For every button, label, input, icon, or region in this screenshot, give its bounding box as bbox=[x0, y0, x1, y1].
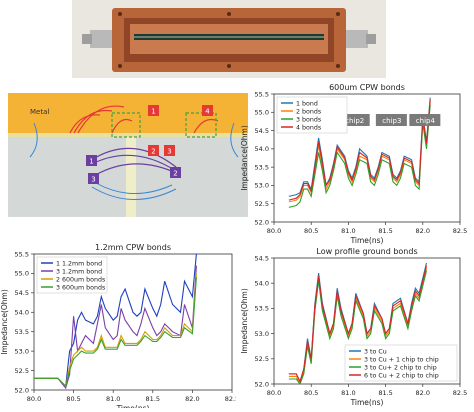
svg-text:chip2: chip2 bbox=[345, 117, 364, 125]
y-tick-label: 54.5 bbox=[255, 254, 269, 262]
x-tick-label: 80.0 bbox=[27, 395, 41, 403]
x-tick-label: 82.5 bbox=[453, 389, 467, 397]
y-tick-label: 53.0 bbox=[255, 330, 269, 338]
legend-entry: 2 600um bonds bbox=[56, 276, 105, 283]
marker-red-1: 1 bbox=[148, 105, 159, 116]
y-tick-label: 55.0 bbox=[255, 109, 269, 117]
chart-title: Low profile ground bonds bbox=[316, 247, 417, 256]
plot-low-profile: Low profile ground bonds 80.0 80.5 81.0 81.5… bbox=[238, 244, 474, 408]
svg-text:1: 1 bbox=[151, 108, 155, 116]
y-tick-label: 55.5 bbox=[15, 250, 29, 258]
x-tick-label: 81.0 bbox=[106, 395, 120, 403]
y-axis-label: Impedance(Ohm) bbox=[240, 288, 249, 354]
x-axis-label: Time(ns) bbox=[350, 236, 384, 245]
series-line-2 bbox=[34, 265, 197, 390]
svg-text:3: 3 bbox=[91, 176, 95, 184]
chip-label: chip4 bbox=[409, 114, 441, 126]
svg-text:2: 2 bbox=[173, 170, 177, 178]
legend-entry: 3 bonds bbox=[296, 116, 321, 123]
x-tick-label: 80.0 bbox=[267, 389, 281, 397]
x-tick-label: 82.0 bbox=[185, 395, 199, 403]
x-tick-label: 80.5 bbox=[304, 389, 318, 397]
y-tick-label: 52.0 bbox=[255, 218, 269, 226]
svg-text:chip4: chip4 bbox=[416, 117, 436, 125]
y-tick-label: 54.0 bbox=[255, 280, 269, 288]
metal-label: Metal bbox=[30, 108, 49, 116]
plot-600um: 600um CPW bonds 80.0 80.5 81.0 81.5 82.0 82.5 5… bbox=[240, 82, 474, 250]
y-tick-label: 52.0 bbox=[255, 380, 269, 388]
x-tick-label: 80.5 bbox=[304, 227, 318, 235]
marker-red-2: 2 bbox=[148, 145, 159, 156]
legend-entry: 6 to Cu + 2 chip to chip bbox=[364, 372, 439, 379]
chart-title: 1.2mm CPW bonds bbox=[95, 243, 171, 252]
svg-text:chip3: chip3 bbox=[382, 117, 401, 125]
y-tick-label: 52.0 bbox=[15, 386, 29, 394]
svg-text:1: 1 bbox=[89, 158, 93, 166]
marker-purple-1: 1 bbox=[86, 155, 97, 166]
x-tick-label: 81.0 bbox=[341, 227, 355, 235]
y-tick-label: 52.5 bbox=[255, 200, 269, 208]
y-tick-label: 55.5 bbox=[255, 90, 269, 98]
marker-purple-3: 3 bbox=[88, 173, 99, 184]
y-tick-label: 54.5 bbox=[255, 127, 269, 135]
series-line-3 bbox=[288, 104, 431, 208]
svg-text:3: 3 bbox=[167, 148, 171, 156]
svg-text:4: 4 bbox=[205, 108, 210, 116]
x-tick-label: 82.5 bbox=[453, 227, 467, 235]
legend-entry: 4 bonds bbox=[296, 124, 321, 131]
plot-1-2mm: 1.2mm CPW bonds 80.0 80.5 81.0 81.5 82.0 82.5 5… bbox=[0, 236, 239, 412]
y-tick-label: 54.0 bbox=[15, 309, 29, 317]
chart-title: 600um CPW bonds bbox=[329, 83, 405, 92]
y-tick-label: 53.0 bbox=[255, 182, 269, 190]
legend-entry: 3 to Cu bbox=[364, 348, 387, 355]
marker-purple-2: 2 bbox=[170, 167, 181, 178]
x-tick-label: 81.5 bbox=[146, 395, 160, 403]
y-axis-label: Impedance(Ohm) bbox=[240, 125, 249, 191]
x-axis-label: Time(ns) bbox=[350, 398, 384, 407]
legend-entry: 1 bond bbox=[296, 100, 318, 107]
x-axis-label: Time(ns) bbox=[116, 404, 150, 408]
bond-diagram: Metal 1 4 2 3 bbox=[8, 93, 248, 217]
x-tick-label: 80.0 bbox=[267, 227, 281, 235]
x-tick-label: 81.0 bbox=[341, 389, 355, 397]
y-tick-label: 54.0 bbox=[255, 145, 269, 153]
x-tick-label: 82.0 bbox=[416, 389, 430, 397]
marker-red-4: 4 bbox=[202, 105, 213, 116]
series-line-4 bbox=[288, 265, 428, 384]
y-tick-label: 52.5 bbox=[255, 355, 269, 363]
legend-entry: 1 1.2mm bond bbox=[56, 260, 102, 267]
y-tick-label: 53.5 bbox=[255, 163, 269, 171]
y-tick-label: 53.5 bbox=[255, 305, 269, 313]
legend-entry: 3 to Cu + 1 chip to chip bbox=[364, 356, 439, 363]
x-tick-label: 81.5 bbox=[378, 227, 392, 235]
svg-text:2: 2 bbox=[151, 148, 155, 156]
x-tick-label: 80.5 bbox=[66, 395, 80, 403]
y-tick-label: 53.0 bbox=[15, 347, 29, 355]
x-tick-label: 82.5 bbox=[225, 395, 236, 403]
series-line-4 bbox=[34, 277, 197, 388]
fixture-photo bbox=[72, 0, 386, 78]
legend-entry: 3 to Cu+ 2 chip to chip bbox=[364, 364, 437, 371]
legend-entry: 3 600um bonds bbox=[56, 284, 105, 291]
y-tick-label: 55.0 bbox=[15, 270, 29, 278]
legend-entry: 2 bonds bbox=[296, 108, 321, 115]
x-tick-label: 82.0 bbox=[416, 227, 430, 235]
y-tick-label: 54.5 bbox=[15, 289, 29, 297]
y-axis-label: Impedance(Ohm) bbox=[0, 289, 9, 355]
x-tick-label: 81.5 bbox=[378, 389, 392, 397]
series-line-3 bbox=[34, 273, 197, 388]
series-line-3 bbox=[288, 270, 428, 384]
chip-label: chip3 bbox=[375, 114, 407, 126]
legend-entry: 3 1.2mm bond bbox=[56, 268, 102, 275]
series-line-4 bbox=[288, 99, 431, 201]
y-tick-label: 52.5 bbox=[15, 367, 29, 375]
marker-red-3: 3 bbox=[164, 145, 175, 156]
y-tick-label: 53.5 bbox=[15, 328, 29, 336]
legend bbox=[344, 344, 458, 382]
series-line-1 bbox=[34, 254, 197, 388]
